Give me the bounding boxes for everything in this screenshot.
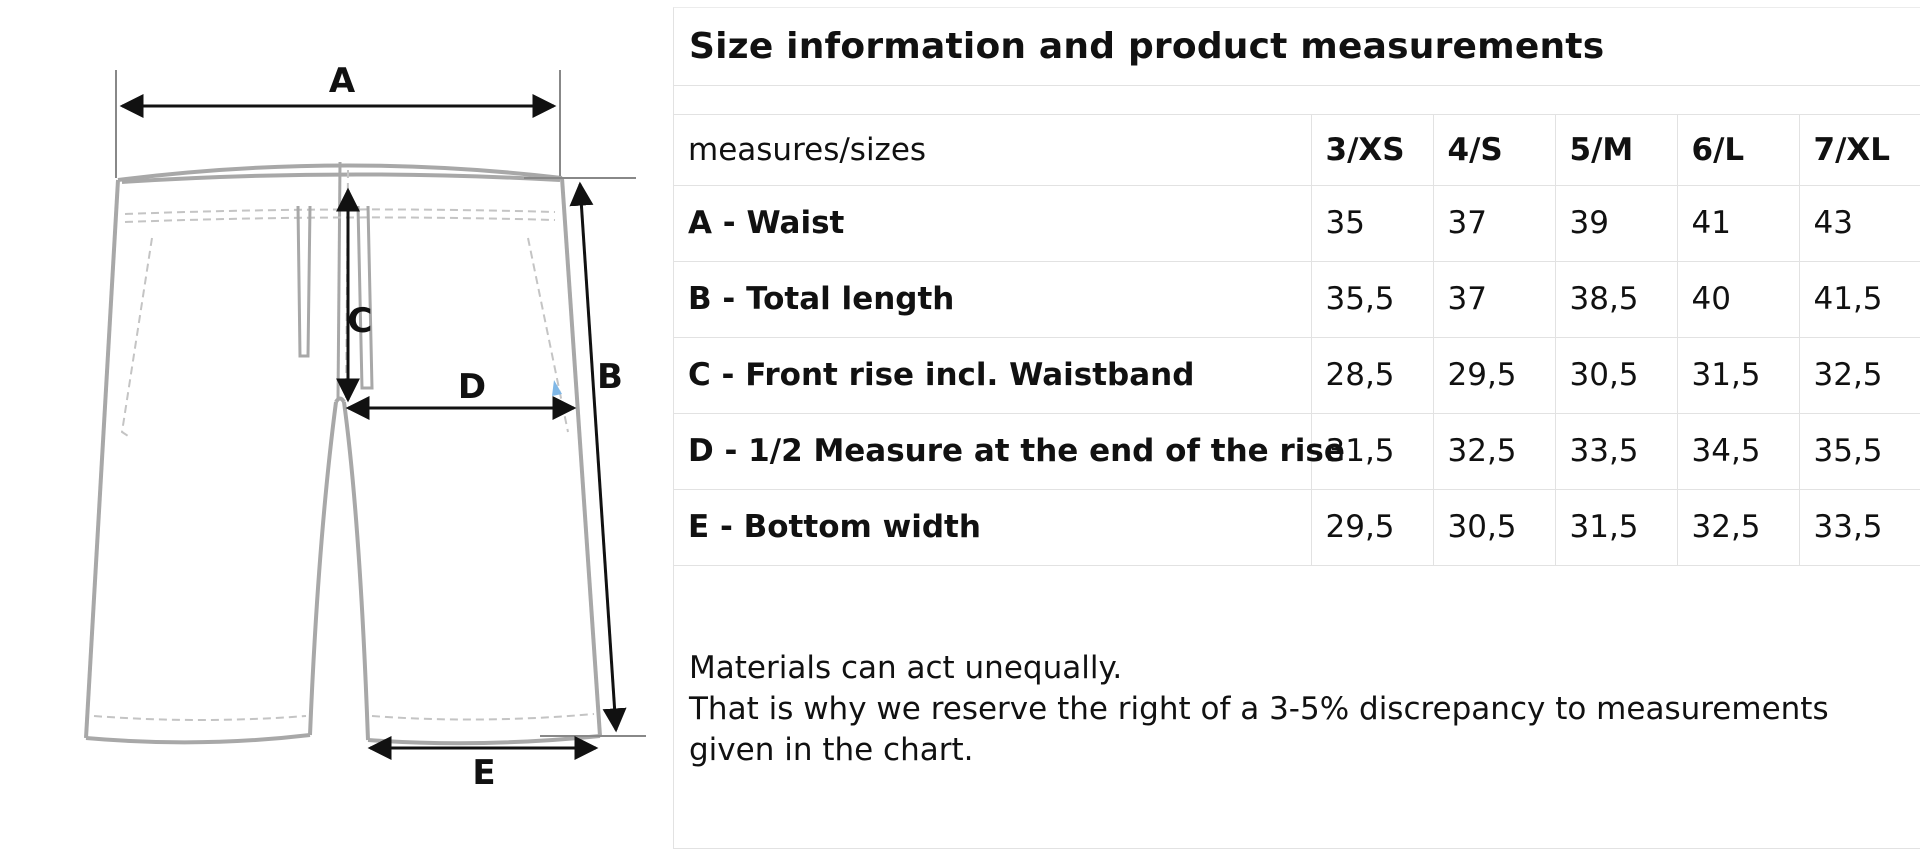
- measure-value: 33,5: [1555, 413, 1678, 490]
- measure-value: 31,5: [1555, 489, 1678, 566]
- panel-title: Size information and product measurement…: [689, 26, 1605, 67]
- table-row-total-length: B - Total length 35,5 37 38,5 40 41,5: [674, 261, 1920, 338]
- size-info-panel: Size information and product measurement…: [673, 7, 1920, 849]
- measure-value: 35,5: [1311, 261, 1434, 338]
- size-table: measures/sizes 3/XS 4/S 5/M 6/L 7/XL A -…: [674, 115, 1920, 566]
- measure-name: E - Bottom width: [674, 489, 1312, 566]
- measure-value: 40: [1677, 261, 1800, 338]
- measure-value: 30,5: [1433, 489, 1556, 566]
- table-row-bottom-width: E - Bottom width 29,5 30,5 31,5 32,5 33,…: [674, 489, 1920, 566]
- dimension-a: A: [115, 61, 561, 178]
- measure-value: 41,5: [1799, 261, 1920, 338]
- dimension-e: E: [367, 736, 599, 793]
- measure-name: A - Waist: [674, 185, 1312, 262]
- measure-name: B - Total length: [674, 261, 1312, 338]
- shorts-outline: [84, 161, 602, 746]
- measure-value: 35: [1311, 185, 1434, 262]
- header-measures-sizes: measures/sizes: [674, 115, 1312, 186]
- dimension-label-d: D: [458, 367, 486, 407]
- title-row: Size information and product measurement…: [674, 8, 1920, 86]
- measure-value: 33,5: [1799, 489, 1920, 566]
- dimension-label-a: A: [329, 61, 356, 101]
- table-row-front-rise: C - Front rise incl. Waistband 28,5 29,5…: [674, 337, 1920, 414]
- drawstrings: [296, 205, 374, 390]
- measure-value: 43: [1799, 185, 1920, 262]
- left-hem: [85, 733, 311, 745]
- left-side-seam: [84, 179, 120, 739]
- note-line-2: That is why we reserve the right of a 3-…: [689, 691, 1829, 768]
- dimension-label-c: C: [348, 301, 373, 341]
- measure-value: 35,5: [1799, 413, 1920, 490]
- header-size-6l: 6/L: [1677, 115, 1800, 186]
- spacer-row: [674, 86, 1920, 115]
- measure-value: 31,5: [1311, 413, 1434, 490]
- measure-value: 37: [1433, 185, 1556, 262]
- seam-stitching: [93, 169, 595, 721]
- measure-value: 32,5: [1799, 337, 1920, 414]
- measure-name: D - 1/2 Measure at the end of the rise: [674, 413, 1345, 490]
- measure-value: 30,5: [1555, 337, 1678, 414]
- header-size-7xl: 7/XL: [1799, 115, 1920, 186]
- measure-value: 38,5: [1555, 261, 1678, 338]
- shorts-diagram-svg: A B C D E: [84, 61, 646, 793]
- measure-value: 32,5: [1433, 413, 1556, 490]
- dimension-label-e: E: [472, 753, 495, 793]
- measure-value: 32,5: [1677, 489, 1800, 566]
- measure-name: C - Front rise incl. Waistband: [674, 337, 1312, 414]
- measure-value: 41: [1677, 185, 1800, 262]
- table-header-row: measures/sizes 3/XS 4/S 5/M 6/L 7/XL: [674, 115, 1920, 186]
- header-size-3xs: 3/XS: [1311, 115, 1434, 186]
- measure-value: 29,5: [1433, 337, 1556, 414]
- table-row-waist: A - Waist 35 37 39 41 43: [674, 185, 1920, 262]
- measure-value: 28,5: [1311, 337, 1434, 414]
- dimension-b: B: [524, 177, 646, 737]
- note-line-1: Materials can act unequally.: [689, 650, 1123, 686]
- dimension-c: C: [336, 187, 373, 403]
- shorts-measurement-diagram: A B C D E: [0, 0, 672, 854]
- right-hem: [367, 734, 601, 746]
- header-size-4s: 4/S: [1433, 115, 1556, 186]
- dimension-label-b: B: [597, 357, 623, 397]
- measure-value: 29,5: [1311, 489, 1434, 566]
- measure-value: 37: [1433, 261, 1556, 338]
- dimension-d: D: [345, 367, 577, 420]
- logo-tag-icon: [552, 380, 562, 396]
- right-inseam: [342, 401, 370, 741]
- left-inseam: [308, 401, 338, 736]
- measure-value: 34,5: [1677, 413, 1800, 490]
- measure-value: 31,5: [1677, 337, 1800, 414]
- header-size-5m: 5/M: [1555, 115, 1678, 186]
- measure-value: 39: [1555, 185, 1678, 262]
- discrepancy-note: Materials can act unequally. That is why…: [689, 648, 1909, 771]
- right-side-seam: [560, 177, 602, 737]
- table-row-half-rise: D - 1/2 Measure at the end of the rise 3…: [674, 413, 1920, 490]
